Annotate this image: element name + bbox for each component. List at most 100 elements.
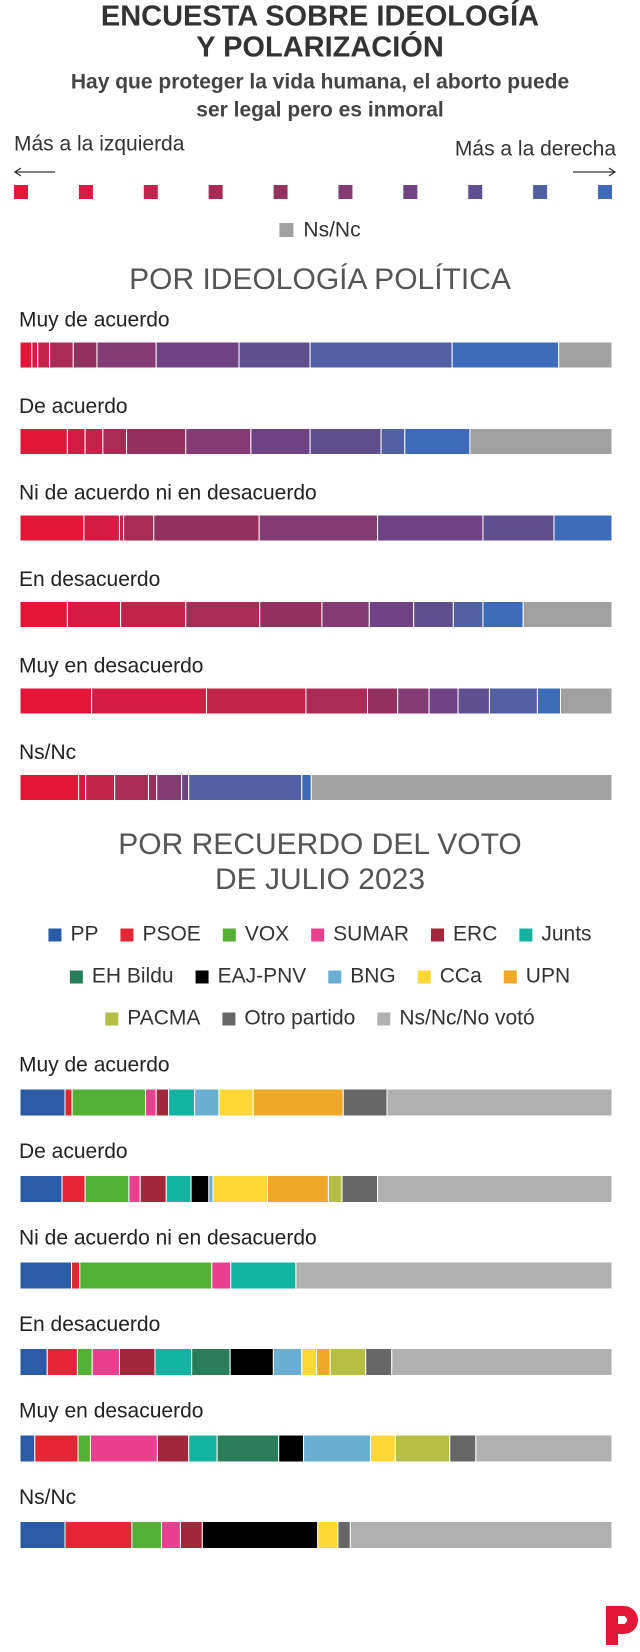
legend-swatch [279,223,294,237]
legend-swatch [208,185,223,199]
row-label: Ni de acuerdo ni en desacuerdo [19,1227,317,1250]
bar-segment [83,514,120,542]
bar-segment [380,428,406,455]
legend-label: Otro partido [244,1007,355,1030]
bar-segment [337,1521,351,1549]
bar-segment [404,428,471,455]
bar-segment [349,1521,613,1549]
row-label: Muy en desacuerdo [19,655,203,678]
legend-swatch [48,928,62,942]
bar-segment [252,1088,344,1117]
bar-segment [469,428,613,455]
bar-segment [64,1521,133,1549]
bar-segment [475,1434,613,1463]
logo [606,1606,638,1645]
legend-label: VOX [245,923,289,946]
legend-swatch [468,185,483,199]
title: Y POLARIZACIÓN [196,30,444,64]
bar-segment [155,341,240,369]
bar-segment [120,601,187,628]
bar-segment [179,1521,203,1549]
bar-segment [19,1434,36,1463]
bar-segment [301,774,312,801]
bar-segment [386,1088,613,1117]
bar-segment [188,774,303,801]
legend-label: SUMAR [333,923,409,946]
left-arrow-head [13,167,22,177]
row-label: Muy de acuerdo [19,309,170,332]
bar-segment [305,687,369,715]
right-arrow-head [608,167,617,177]
arrows [13,167,617,177]
bar-segment [258,514,379,542]
bar-segment [118,1348,156,1376]
bar-segment [91,687,207,715]
bar-segment [139,1175,167,1203]
bar-segment [84,1175,130,1203]
bar-segment [369,1434,396,1463]
chart-title: DE JULIO 2023 [215,863,425,896]
bar-segment [394,1434,451,1463]
bar-segment [303,1434,371,1463]
bar-segment [397,687,430,715]
legend-swatch [311,928,325,942]
legend-swatch [377,1012,391,1026]
bar-segment [126,428,187,455]
bar-segment [190,1175,210,1203]
bar-segment [156,1434,190,1463]
bar-segment [413,601,454,628]
bar-segment [212,1175,268,1203]
bar-segment [19,341,33,369]
bar-segment [168,1088,196,1117]
chart-title: POR RECUERDO DEL VOTO [118,828,521,861]
row-label: Muy de acuerdo [19,1054,170,1077]
row-label: Muy en desacuerdo [19,1400,203,1423]
bar-segment [342,1088,388,1117]
row-label: De acuerdo [19,1140,128,1163]
legend-swatch [417,970,431,984]
legend-swatch [431,928,445,942]
bar-segment [72,341,98,369]
bar-segment [229,1348,274,1376]
bar-segment [536,687,561,715]
bar-segment [19,1348,48,1376]
bar-segment [71,1261,81,1290]
bar-segment [102,428,128,455]
bar-segment [449,1434,477,1463]
subtitle: ser legal pero es inmoral [196,99,443,122]
legend-label: BNG [350,965,396,988]
legend-label: Ns/Nc [303,219,360,242]
bar-segment [272,1348,303,1376]
bar-segment [553,514,613,542]
bar-segment [19,1521,66,1549]
bar-segment [559,687,613,715]
bar-segment [66,601,122,628]
bar-segment [64,1088,73,1117]
subtitle: Hay que proteger la vida humana, el abor… [71,71,569,94]
bar-segment [482,514,555,542]
bar-segment [377,1175,613,1203]
row-label: Ns/Nc [19,1486,76,1509]
bar-segment [66,428,86,455]
bar-segment [295,1261,613,1290]
legend-swatch [598,185,612,199]
bar-segment [238,341,311,369]
bar-segment [278,1434,305,1463]
bar-segment [19,601,68,628]
bar-segment [114,774,149,801]
bar-segment [19,687,93,715]
bar-segment [89,1434,158,1463]
bar-segment [452,601,484,628]
bar-segment [147,774,158,801]
legend-swatch [519,928,533,942]
bar-segment [259,601,323,628]
bar-segment [78,774,87,801]
legend-swatch [403,185,418,199]
bar-segment [188,1434,218,1463]
legend-swatch [143,185,158,199]
bar-segment [482,601,524,628]
legend-swatch [273,185,288,199]
chart-title: POR IDEOLOGÍA POLÍTICA [129,263,511,296]
bar-segment [368,601,415,628]
